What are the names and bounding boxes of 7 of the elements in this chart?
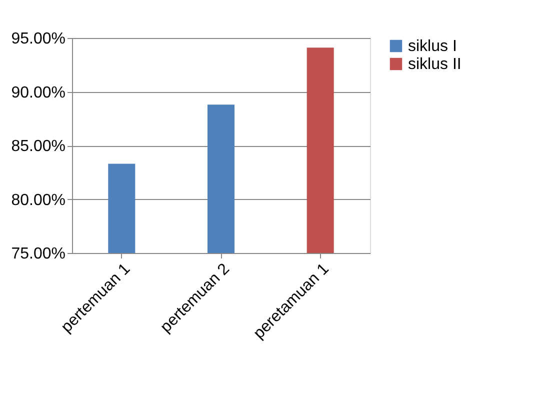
y-tick-label: 85.00%	[11, 138, 66, 155]
y-tick-label: 95.00%	[11, 30, 66, 48]
y-tick-label: 80.00%	[11, 192, 66, 209]
legend-label: siklus I	[408, 38, 457, 55]
y-tick-label: 90.00%	[11, 84, 66, 102]
y-tick-label: 75.00%	[11, 246, 66, 262]
legend-label: siklus II	[408, 56, 462, 73]
